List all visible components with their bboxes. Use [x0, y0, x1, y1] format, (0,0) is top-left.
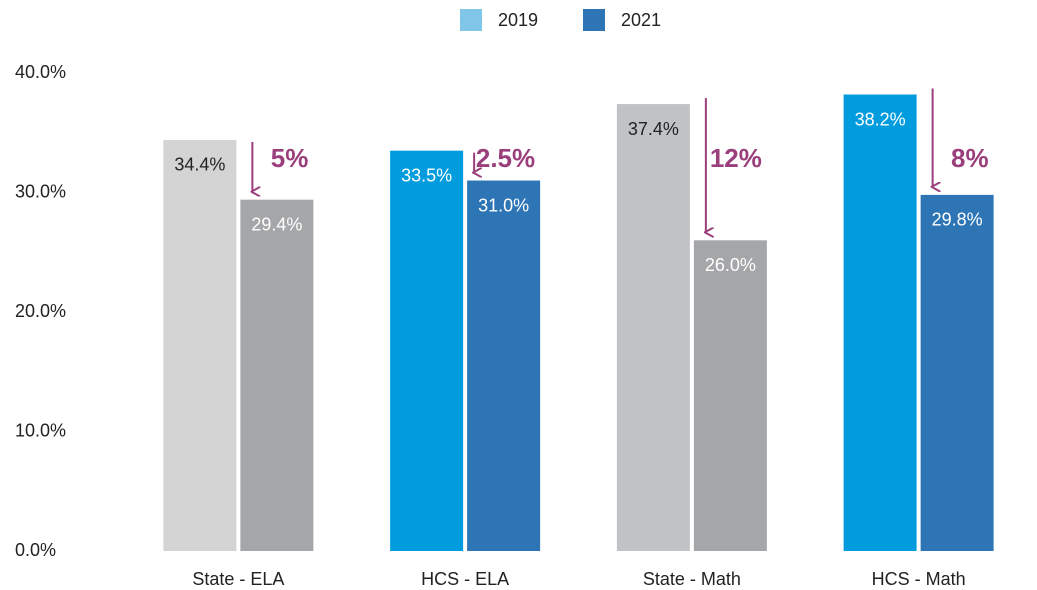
y-tick-label: 10.0% — [15, 420, 66, 440]
bar — [390, 150, 464, 552]
y-tick-label: 0.0% — [15, 540, 56, 560]
bar — [920, 194, 994, 551]
drop-label: 2.5% — [476, 143, 535, 173]
x-tick-label: HCS - ELA — [421, 569, 509, 589]
value-label: 31.0% — [478, 195, 529, 215]
value-label: 26.0% — [705, 255, 756, 275]
bar — [240, 199, 314, 552]
y-tick-label: 40.0% — [15, 62, 66, 82]
drop-label: 8% — [951, 143, 989, 173]
drop-label: 5% — [271, 143, 309, 173]
bar — [467, 180, 541, 552]
value-label: 29.8% — [932, 210, 983, 230]
bar — [163, 139, 237, 552]
value-label: 37.4% — [628, 119, 679, 139]
value-label: 38.2% — [855, 109, 906, 129]
legend-swatch — [460, 9, 482, 31]
y-tick-label: 20.0% — [15, 301, 66, 321]
value-label: 33.5% — [401, 165, 452, 185]
bar — [616, 104, 690, 551]
legend-swatch — [583, 9, 605, 31]
drop-label: 12% — [710, 143, 762, 173]
legend-label: 2021 — [621, 10, 661, 30]
x-tick-label: HCS - Math — [872, 569, 966, 589]
value-label: 34.4% — [174, 155, 225, 175]
bar — [843, 94, 917, 551]
y-tick-label: 30.0% — [15, 181, 66, 201]
x-tick-label: State - Math — [643, 569, 741, 589]
bar — [693, 240, 767, 552]
x-tick-label: State - ELA — [192, 569, 284, 589]
legend-label: 2019 — [498, 10, 538, 30]
value-label: 29.4% — [251, 214, 302, 234]
